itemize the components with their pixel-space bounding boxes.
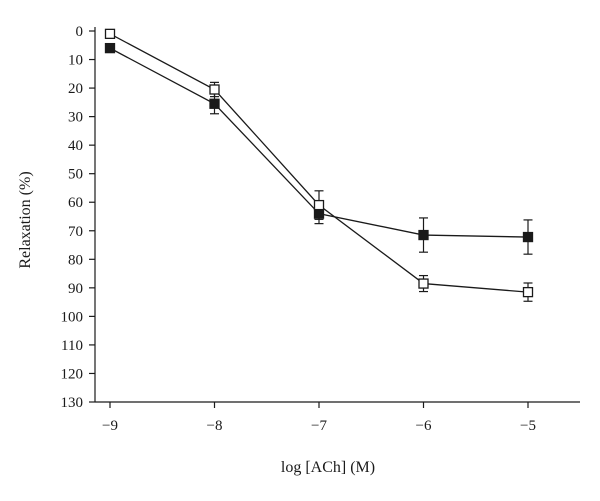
x-tick-label: −5 [520,418,536,434]
y-tick-label: 120 [61,366,84,382]
y-axis-title: Relaxation (%) [17,171,34,268]
x-axis: −9 −8 −7 −6 −5 [95,401,580,434]
series-line [109,33,529,293]
y-tick-label: 20 [68,81,83,97]
x-tick-label: −8 [207,418,223,434]
filled-square-point [522,231,534,243]
x-tick-label: −9 [102,418,118,434]
y-tick-label: 100 [61,309,84,325]
y-tick-label: 40 [68,138,83,154]
series-1 [104,42,534,255]
y-tick-label: 130 [61,395,84,411]
y-tick-label: 90 [68,281,83,297]
open-square-point [209,84,220,95]
open-square-point [522,286,534,298]
y-tick-label: 50 [68,167,83,183]
y-tick-label: 0 [76,24,84,40]
series-layer [104,28,534,302]
y-tick-label: 80 [68,252,83,268]
x-axis-title: log [ACh] (M) [281,459,375,476]
y-axis: 0 10 20 30 40 50 60 70 80 90 100 110 120 130 [61,24,96,411]
series-2 [104,28,534,302]
open-square-point [104,28,116,40]
y-tick-label: 110 [61,338,83,354]
open-square-point [418,278,429,289]
x-tick-label: −7 [311,418,327,434]
x-tick-label: −6 [416,418,432,434]
y-tick-label: 60 [68,195,83,211]
filled-square-point [209,98,220,109]
y-tick-label: 30 [68,110,83,126]
y-tick-label: 70 [68,224,83,240]
open-square-point [313,199,325,211]
y-tick-label: 10 [68,53,83,69]
filled-square-point [104,42,116,54]
filled-square-point [418,229,429,241]
